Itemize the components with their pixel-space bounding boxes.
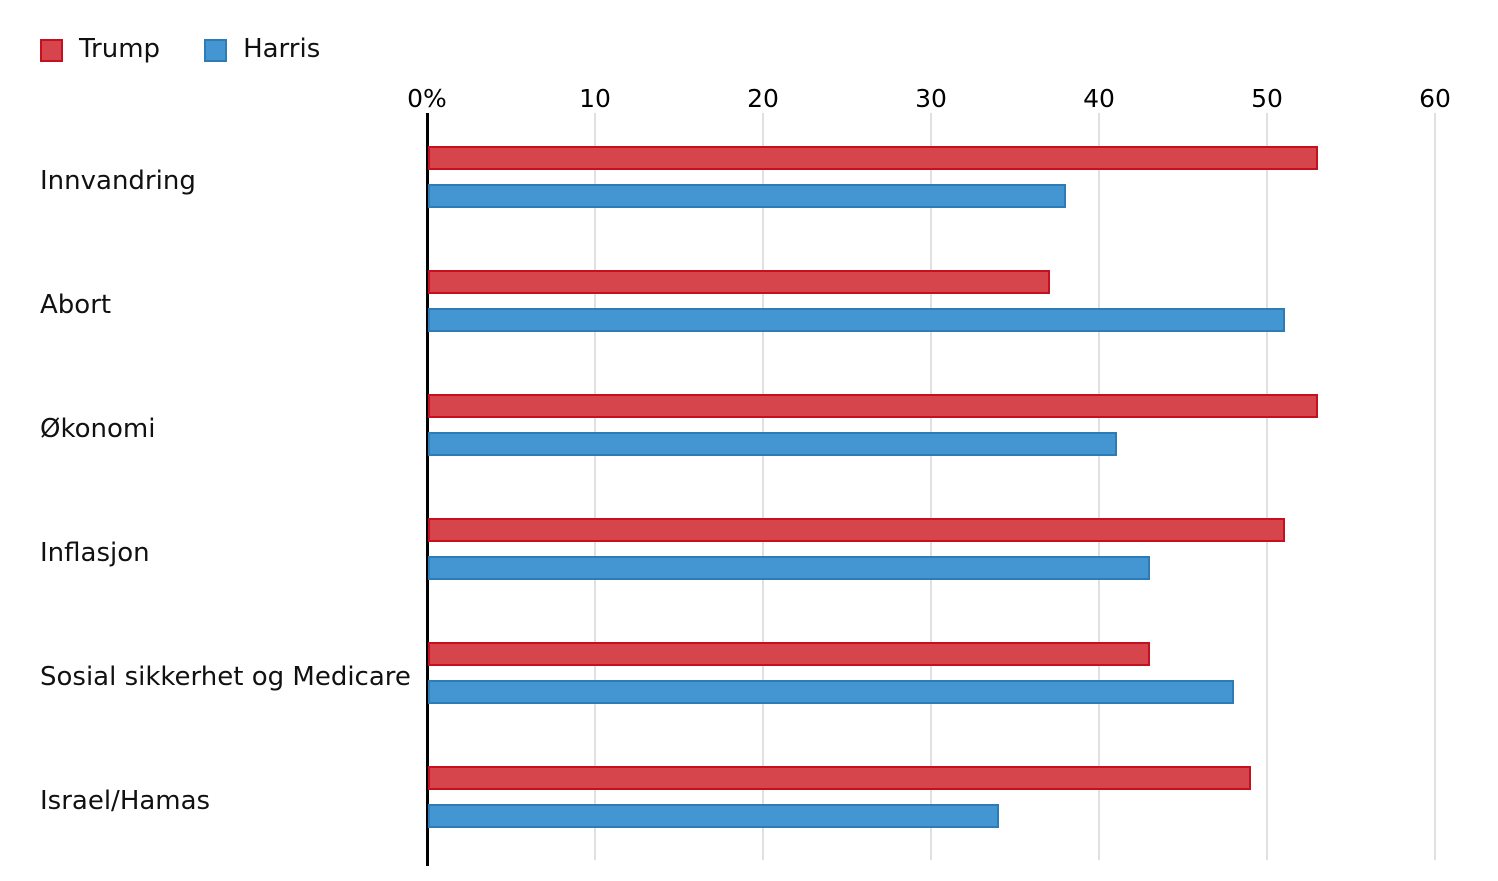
gridline-30: [930, 113, 932, 860]
gridline-20: [762, 113, 764, 860]
harris-color-swatch: [204, 38, 228, 62]
bar-harris-4: [428, 680, 1235, 704]
x-tick-label-60: 60: [1419, 84, 1451, 113]
trump-color-swatch: [40, 38, 63, 62]
bar-harris-5: [428, 804, 1000, 828]
bar-trump-4: [428, 642, 1151, 666]
legend: Trump Harris: [40, 36, 320, 64]
gridline-40: [1098, 113, 1100, 860]
bar-harris-2: [428, 432, 1117, 456]
gridline-60: [1434, 113, 1436, 860]
x-tick-label-10: 10: [579, 84, 611, 113]
bar-trump-1: [428, 270, 1050, 294]
bar-harris-3: [428, 556, 1151, 580]
legend-label-harris: Harris: [243, 34, 321, 64]
legend-item-harris: Harris: [204, 36, 320, 64]
category-label-3: Inflasjon: [40, 538, 150, 568]
category-label-5: Israel/Hamas: [40, 786, 211, 816]
x-axis-zero-line: [426, 113, 429, 866]
bar-trump-3: [428, 518, 1285, 542]
category-label-1: Abort: [40, 290, 112, 320]
x-tick-label-30: 30: [915, 84, 947, 113]
category-label-2: Økonomi: [40, 414, 156, 444]
gridline-50: [1266, 113, 1268, 860]
category-label-4: Sosial sikkerhet og Medicare: [40, 662, 411, 692]
bar-harris-1: [428, 308, 1285, 332]
legend-label-trump: Trump: [79, 34, 161, 64]
category-label-0: Innvandring: [40, 166, 196, 196]
gridline-10: [594, 113, 596, 860]
x-tick-label-50: 50: [1251, 84, 1283, 113]
x-tick-label-40: 40: [1083, 84, 1115, 113]
bar-trump-0: [428, 146, 1319, 170]
legend-item-trump: Trump: [40, 36, 160, 64]
bar-harris-0: [428, 184, 1067, 208]
x-tick-label-0: 0%: [407, 84, 447, 113]
bar-trump-2: [428, 394, 1319, 418]
x-tick-label-20: 20: [747, 84, 779, 113]
bar-trump-5: [428, 766, 1252, 790]
